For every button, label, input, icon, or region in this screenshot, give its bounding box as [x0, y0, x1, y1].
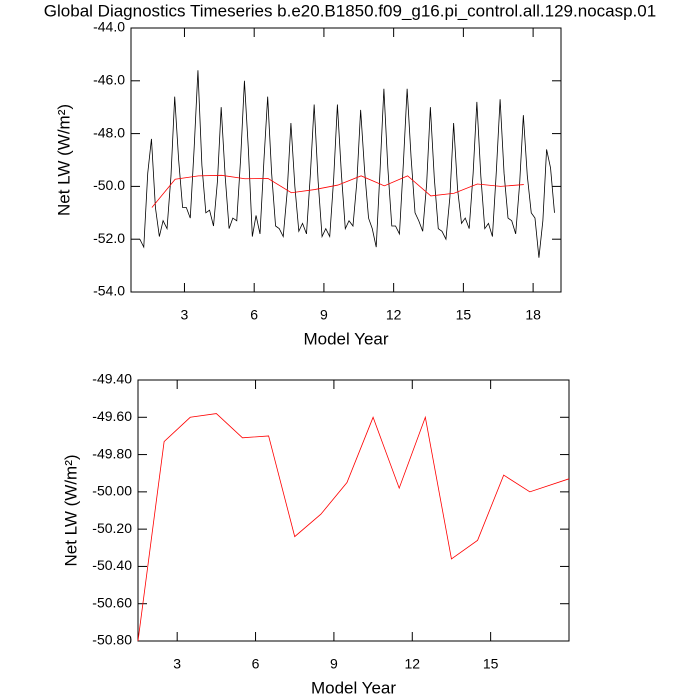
y-tick-label: -48.0 — [93, 124, 125, 140]
x-tick-label: 9 — [330, 656, 338, 672]
x-axis-label: Model Year — [303, 329, 388, 348]
y-tick-label: -50.0 — [93, 177, 125, 193]
y-axis-label: Net LW (W/m²) — [61, 454, 80, 566]
x-tick-label: 15 — [483, 656, 499, 672]
x-tick-label: 6 — [252, 656, 260, 672]
x-tick-label: 9 — [320, 307, 328, 323]
x-tick-label: 12 — [404, 656, 420, 672]
plot-frame — [130, 27, 562, 293]
y-axis-label: Net LW (W/m²) — [54, 104, 73, 216]
x-tick-label: 6 — [250, 307, 258, 323]
y-tick-label: -50.00 — [92, 483, 132, 499]
x-tick-label: 3 — [173, 656, 181, 672]
y-tick-label: -49.40 — [92, 371, 132, 387]
x-tick-label: 15 — [456, 307, 472, 323]
x-axis-label: Model Year — [311, 678, 396, 697]
y-tick-label: -50.20 — [92, 520, 132, 536]
plot-frame — [137, 379, 570, 642]
y-tick-label: -52.0 — [93, 230, 125, 246]
data-line — [139, 70, 555, 258]
y-tick-label: -44.0 — [93, 19, 125, 35]
y-tick-label: -50.80 — [92, 632, 132, 648]
y-tick-label: -49.80 — [92, 445, 132, 461]
data-line — [137, 413, 570, 642]
x-tick-label: 12 — [386, 307, 402, 323]
chart-title: Global Diagnostics Timeseries b.e20.B185… — [44, 1, 656, 20]
y-tick-label: -46.0 — [93, 72, 125, 88]
data-line — [151, 174, 524, 208]
x-tick-label: 3 — [181, 307, 189, 323]
y-tick-label: -49.60 — [92, 408, 132, 424]
y-tick-label: -50.40 — [92, 557, 132, 573]
x-tick-label: 18 — [525, 307, 541, 323]
y-tick-label: -54.0 — [93, 283, 125, 299]
y-tick-label: -50.60 — [92, 594, 132, 610]
